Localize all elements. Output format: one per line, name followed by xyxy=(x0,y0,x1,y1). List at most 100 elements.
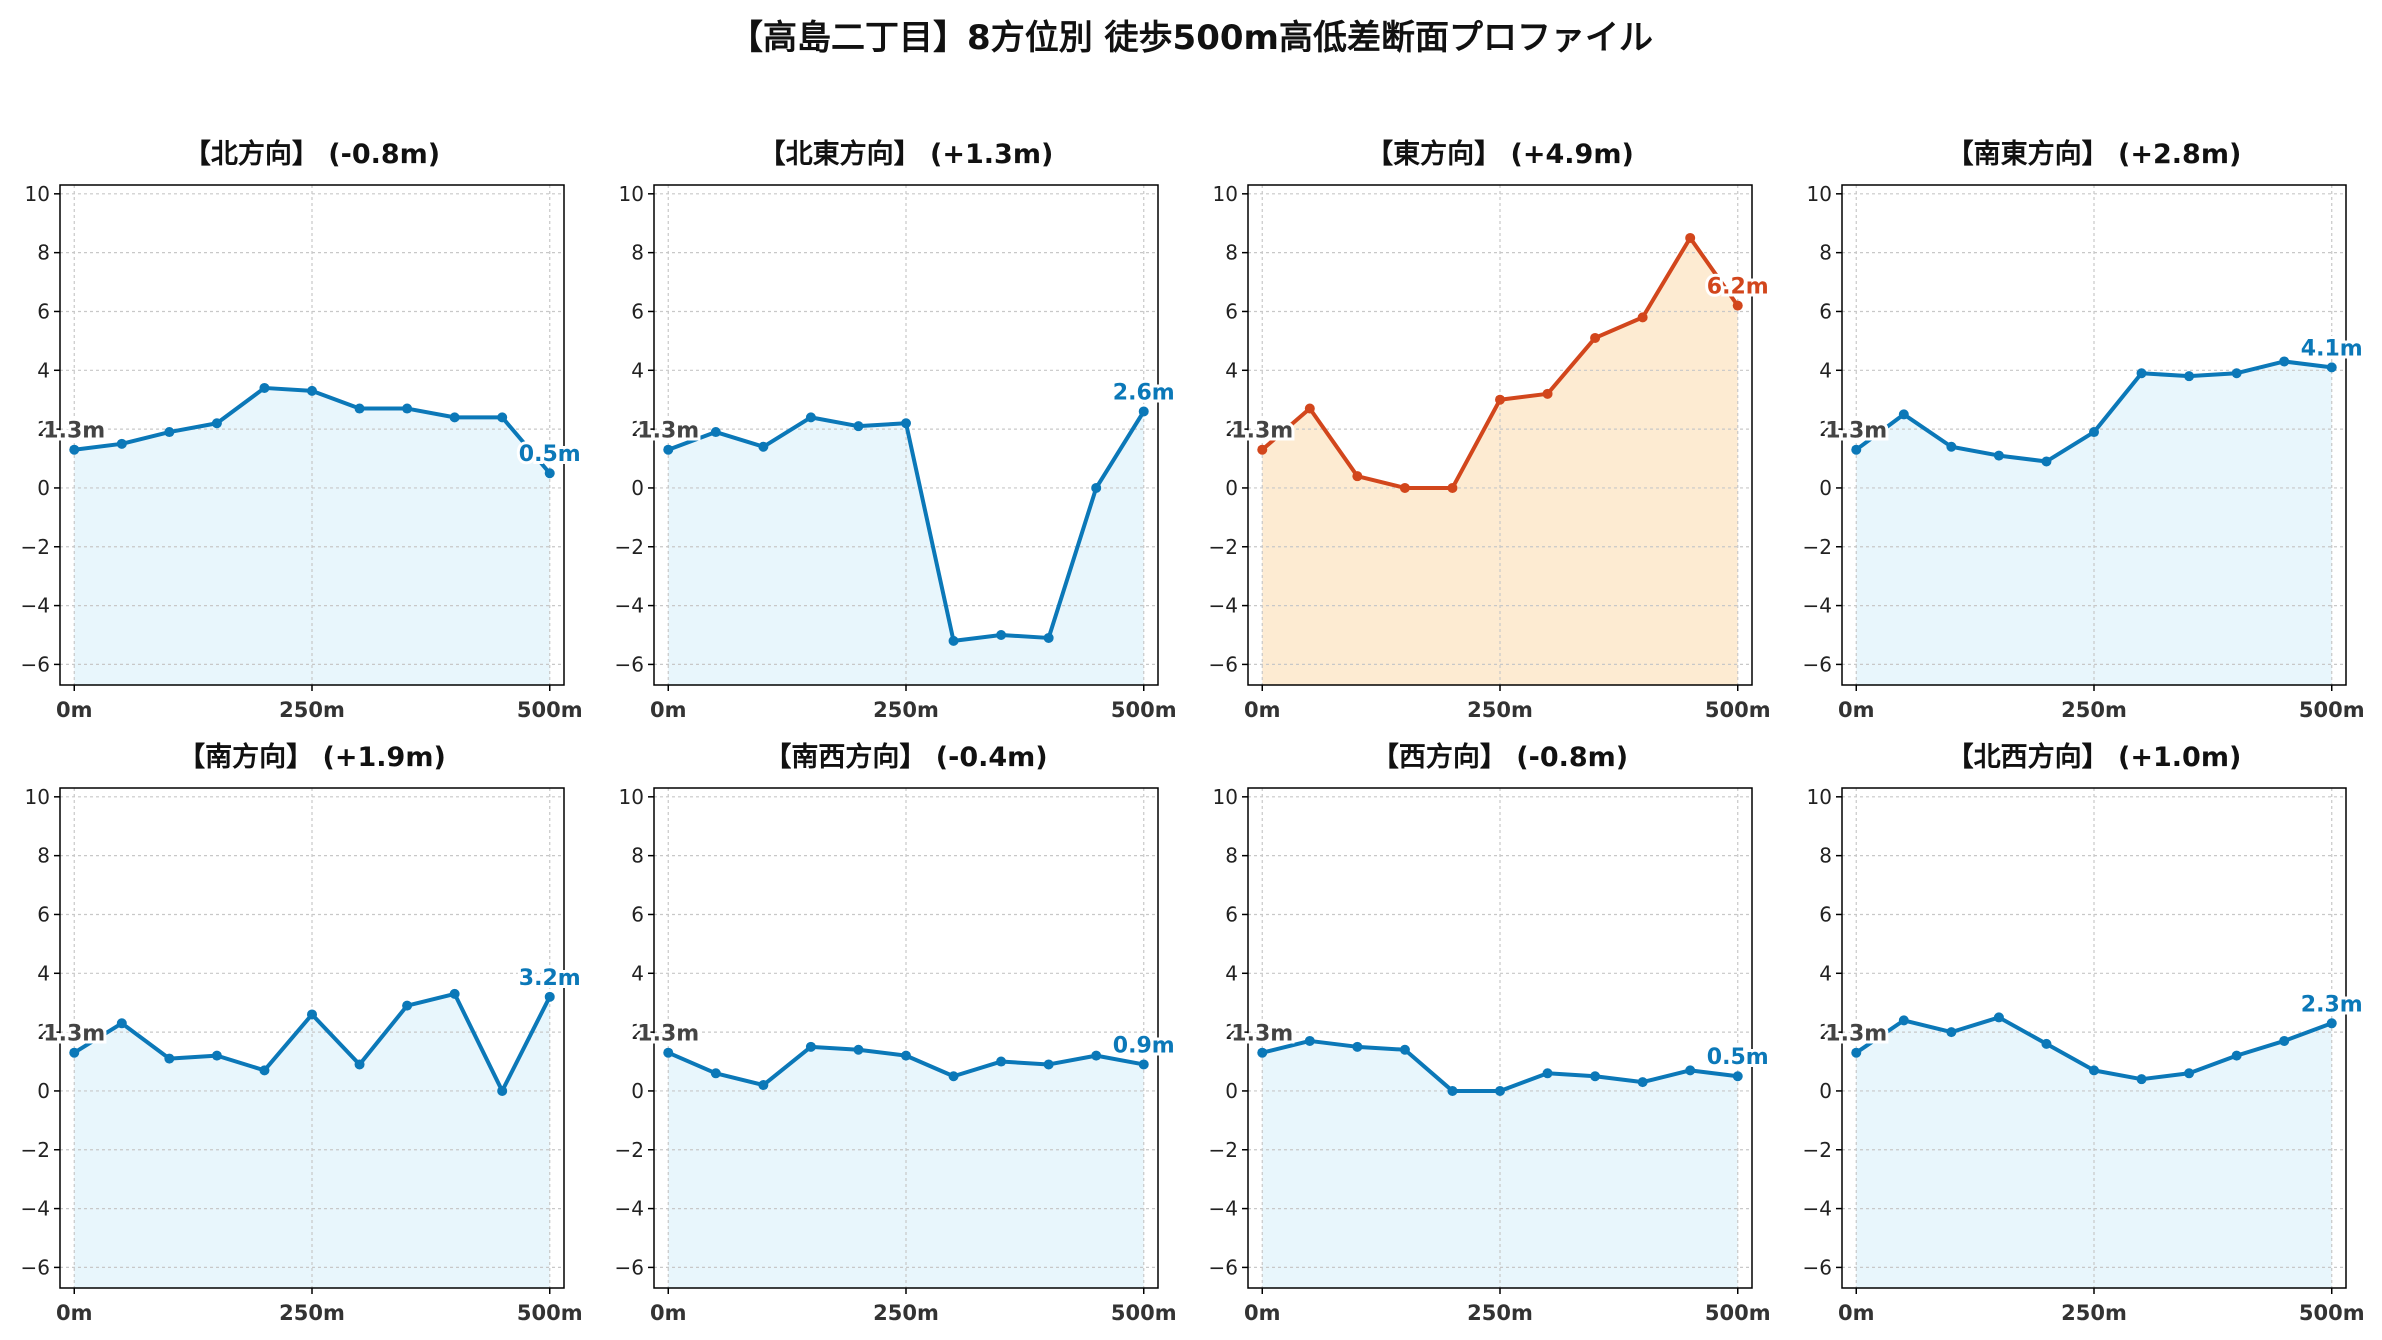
y-tick-label: 2 xyxy=(631,417,644,441)
end-value-label: 3.2m xyxy=(519,966,581,991)
panel-5: 【南方向】 (+1.9m) −6 −4 −2 0 2 4 6 8 10 0m 250m 500m 1.3m… xyxy=(21,741,584,1325)
y-tick-label: −2 xyxy=(1209,1138,1238,1162)
y-tick-label: 6 xyxy=(37,299,50,323)
y-tick-label: −6 xyxy=(1803,1255,1832,1279)
y-tick-label: 10 xyxy=(25,785,50,809)
data-point xyxy=(996,630,1007,640)
panel-title: 【北西方向】 (+1.0m) xyxy=(1947,741,2242,773)
y-tick-label: 4 xyxy=(1225,358,1238,382)
data-point xyxy=(1637,312,1648,323)
y-tick-label: −4 xyxy=(1209,1197,1238,1221)
data-point xyxy=(2089,1065,2099,1076)
start-value-label: 1.3m xyxy=(43,1022,105,1047)
y-tick-label: −2 xyxy=(1209,535,1238,559)
panel-6: 【南西方向】 (-0.4m) −6 −4 −2 0 2 4 6 8 10 0m 250m 500m 1.3… xyxy=(615,741,1178,1325)
data-point xyxy=(1257,444,1268,455)
x-tick-label: 500m xyxy=(1705,698,1771,722)
area-fill xyxy=(668,411,1144,685)
data-point xyxy=(1732,300,1743,311)
y-tick-label: 0 xyxy=(1819,476,1832,500)
data-point xyxy=(354,1059,365,1070)
y-tick-label: −6 xyxy=(1209,652,1238,676)
y-tick-label: 4 xyxy=(1225,961,1238,985)
x-tick-label: 500m xyxy=(517,698,583,722)
panel-8: 【北西方向】 (+1.0m) −6 −4 −2 0 2 4 6 8 10 0m 250m 500m 1.3… xyxy=(1803,741,2366,1325)
panel-title: 【北東方向】 (+1.3m) xyxy=(759,138,1054,170)
panel-title: 【西方向】 (-0.8m) xyxy=(1372,741,1628,773)
x-tick-label: 0m xyxy=(650,698,687,722)
start-value-label: 1.3m xyxy=(1825,1022,1887,1047)
x-tick-label: 250m xyxy=(1467,698,1533,722)
data-point xyxy=(901,1050,911,1061)
y-tick-label: −6 xyxy=(1209,1255,1238,1279)
y-tick-label: −4 xyxy=(1803,1197,1832,1221)
data-point xyxy=(2041,1038,2052,1049)
data-point xyxy=(1043,632,1054,643)
start-value-label: 1.3m xyxy=(1825,419,1887,444)
start-value-label: 1.3m xyxy=(1231,1022,1293,1047)
data-point xyxy=(1685,1065,1696,1076)
end-value-label: 2.3m xyxy=(2301,992,2363,1017)
y-tick-label: 10 xyxy=(25,182,50,206)
y-tick-label: 6 xyxy=(1225,902,1238,926)
data-point xyxy=(1898,409,1909,420)
data-point xyxy=(1898,1015,1909,1026)
data-point xyxy=(663,444,674,455)
y-tick-label: 2 xyxy=(1225,1020,1238,1044)
data-point xyxy=(2231,1050,2242,1061)
panel-4: 【南東方向】 (+2.8m) −6 −4 −2 0 2 4 6 8 10 0m 250m 500m 1.3… xyxy=(1803,138,2366,722)
data-point xyxy=(544,991,555,1002)
panel-title: 【南東方向】 (+2.8m) xyxy=(1947,138,2242,170)
end-value-label: 0.5m xyxy=(519,442,581,467)
data-point xyxy=(164,1053,175,1064)
x-tick-label: 250m xyxy=(1467,1301,1533,1325)
data-point xyxy=(449,988,460,999)
y-tick-label: −2 xyxy=(615,535,644,559)
data-point xyxy=(1043,1059,1054,1070)
data-point xyxy=(758,1080,769,1091)
y-tick-label: 10 xyxy=(619,182,644,206)
panel-1: 【北方向】 (-0.8m) −6 −4 −2 0 2 4 6 8 10 0m 250m 500m 1.3m… xyxy=(21,138,584,722)
data-point xyxy=(853,421,864,432)
data-point xyxy=(1352,1041,1363,1052)
y-tick-label: −6 xyxy=(21,652,50,676)
data-point xyxy=(1946,1027,1957,1038)
end-value-label: 4.1m xyxy=(2301,336,2363,361)
panel-title: 【南西方向】 (-0.4m) xyxy=(764,741,1047,773)
data-point xyxy=(1637,1077,1648,1088)
y-tick-label: 8 xyxy=(1225,241,1238,265)
y-tick-label: 0 xyxy=(631,1079,644,1103)
y-tick-label: 4 xyxy=(1819,961,1832,985)
data-point xyxy=(2089,427,2099,438)
y-tick-label: −4 xyxy=(1209,594,1238,618)
x-tick-label: 0m xyxy=(1244,1301,1281,1325)
y-tick-label: 6 xyxy=(631,902,644,926)
data-point xyxy=(211,1050,222,1061)
y-tick-label: −4 xyxy=(21,594,50,618)
y-tick-label: 4 xyxy=(631,961,644,985)
y-tick-label: 2 xyxy=(1225,417,1238,441)
y-tick-label: −6 xyxy=(1803,652,1832,676)
y-tick-label: 0 xyxy=(37,1079,50,1103)
data-point xyxy=(307,1009,317,1020)
y-tick-label: −6 xyxy=(615,652,644,676)
y-tick-label: 0 xyxy=(37,476,50,500)
data-point xyxy=(2041,456,2052,467)
data-point xyxy=(1685,232,1696,243)
data-point xyxy=(1590,1071,1601,1082)
y-tick-label: −2 xyxy=(1803,1138,1832,1162)
x-tick-label: 0m xyxy=(650,1301,687,1325)
data-point xyxy=(948,1071,959,1082)
y-tick-label: 2 xyxy=(37,1020,50,1044)
y-tick-label: 0 xyxy=(631,476,644,500)
end-value-label: 6.2m xyxy=(1707,275,1769,300)
data-point xyxy=(853,1044,864,1055)
data-point xyxy=(1495,394,1505,405)
data-point xyxy=(948,635,959,646)
data-point xyxy=(758,441,769,452)
x-tick-label: 500m xyxy=(1111,1301,1177,1325)
area-fill xyxy=(74,387,550,685)
y-tick-label: −4 xyxy=(21,1197,50,1221)
data-point xyxy=(1495,1085,1505,1096)
data-point xyxy=(69,444,80,455)
